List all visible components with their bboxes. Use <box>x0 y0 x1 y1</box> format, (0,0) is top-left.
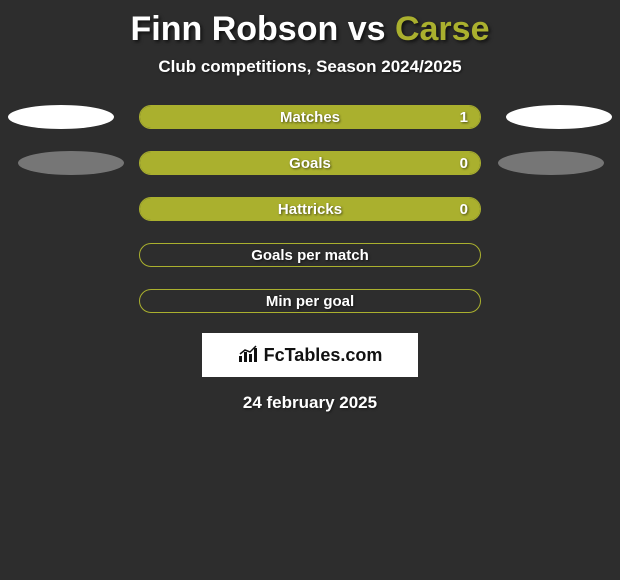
vs-separator: vs <box>338 10 395 48</box>
bar-value-hattricks: 0 <box>460 201 468 218</box>
player2-name: Carse <box>395 10 490 48</box>
left-marker-goals <box>18 151 124 175</box>
bar-goals: Goals 0 <box>139 151 481 175</box>
stat-row-goals: Goals 0 <box>0 151 620 175</box>
bar-matches: Matches 1 <box>139 105 481 129</box>
bar-label-hattricks: Hattricks <box>278 201 342 218</box>
stat-row-hattricks: Hattricks 0 <box>0 197 620 221</box>
bar-hattricks: Hattricks 0 <box>139 197 481 221</box>
right-marker-goals <box>498 151 604 175</box>
stats-rows: Matches 1 Goals 0 Hattricks 0 Goals per … <box>0 105 620 313</box>
stat-row-matches: Matches 1 <box>0 105 620 129</box>
right-marker-matches <box>506 105 612 129</box>
bar-label-gpm: Goals per match <box>251 247 369 264</box>
bar-label-goals: Goals <box>289 155 331 172</box>
bar-label-matches: Matches <box>280 109 340 126</box>
snapshot-date: 24 february 2025 <box>0 393 620 413</box>
bar-value-goals: 0 <box>460 155 468 172</box>
bar-label-mpg: Min per goal <box>266 293 354 310</box>
bar-mpg: Min per goal <box>139 289 481 313</box>
subtitle: Club competitions, Season 2024/2025 <box>0 57 620 77</box>
bar-gpm: Goals per match <box>139 243 481 267</box>
logo-box: FcTables.com <box>202 333 418 377</box>
left-marker-matches <box>8 105 114 129</box>
comparison-title: Finn Robson vs Carse <box>0 0 620 57</box>
stat-row-mpg: Min per goal <box>0 289 620 313</box>
chart-icon <box>238 345 260 366</box>
bar-value-matches: 1 <box>460 109 468 126</box>
player1-name: Finn Robson <box>131 10 339 48</box>
logo-text: FcTables.com <box>264 345 383 366</box>
stat-row-gpm: Goals per match <box>0 243 620 267</box>
